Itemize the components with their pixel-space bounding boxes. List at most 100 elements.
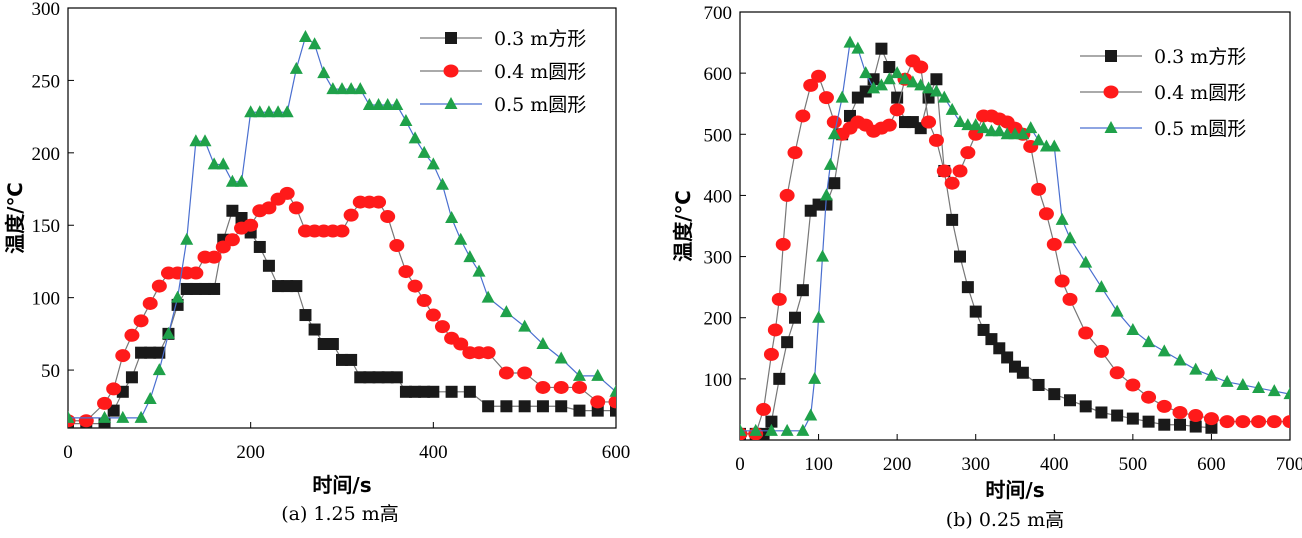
- y-tick-label: 200: [32, 144, 61, 165]
- data-point: [835, 90, 849, 103]
- data-point: [1125, 378, 1141, 392]
- data-point: [353, 82, 367, 95]
- data-point: [812, 310, 826, 323]
- data-point: [823, 157, 837, 170]
- data-point: [1203, 412, 1219, 426]
- data-point: [780, 423, 794, 436]
- data-point: [881, 118, 897, 132]
- data-point: [795, 109, 811, 123]
- data-point: [78, 414, 94, 428]
- y-tick-label: 100: [32, 289, 61, 310]
- data-point: [206, 250, 222, 264]
- data-point: [454, 232, 468, 245]
- data-point: [1024, 121, 1038, 134]
- data-point: [317, 338, 330, 350]
- legend-label: 0.4 m圆形: [494, 61, 586, 83]
- data-point: [874, 78, 888, 91]
- data-point: [1064, 394, 1076, 407]
- data-point: [199, 282, 211, 295]
- data-point: [152, 363, 166, 376]
- legend-item-0: 0.3 m方形: [420, 28, 586, 50]
- data-point: [134, 410, 148, 423]
- x-axis-label: 时间/s: [985, 478, 1044, 502]
- data-point: [417, 145, 431, 158]
- data-point: [445, 385, 458, 398]
- data-point: [226, 204, 239, 217]
- data-point: [1032, 133, 1046, 146]
- data-point: [590, 395, 606, 409]
- data-point: [773, 372, 786, 385]
- data-point: [390, 371, 403, 384]
- data-point: [1001, 351, 1014, 364]
- y-tick-label: 300: [32, 0, 61, 20]
- data-point: [555, 400, 568, 413]
- data-point: [371, 195, 387, 209]
- data-point: [1220, 374, 1234, 387]
- data-point: [571, 380, 587, 394]
- legend-marker: [1105, 50, 1117, 62]
- x-tick-label: 100: [804, 454, 833, 475]
- x-tick-label: 600: [602, 442, 631, 463]
- x-tick-label: 0: [735, 454, 745, 475]
- data-point: [463, 250, 477, 263]
- data-point: [977, 323, 990, 336]
- data-point: [1062, 292, 1078, 306]
- data-point: [171, 290, 185, 303]
- data-point: [961, 281, 974, 294]
- data-point: [572, 368, 586, 381]
- data-point: [775, 237, 791, 251]
- data-point: [280, 105, 294, 118]
- data-point: [408, 131, 422, 144]
- y-tick-label: 400: [704, 186, 733, 207]
- data-point: [363, 371, 376, 384]
- data-point: [308, 37, 322, 50]
- data-point: [977, 121, 991, 134]
- data-point: [290, 280, 303, 293]
- data-point: [771, 292, 787, 306]
- legend-marker: [444, 97, 458, 109]
- data-point: [142, 296, 158, 310]
- data-point: [796, 284, 809, 297]
- data-point: [68, 410, 75, 423]
- series-2: [68, 29, 616, 423]
- data-point: [435, 177, 449, 190]
- data-point: [756, 402, 772, 416]
- data-point: [345, 353, 358, 366]
- data-point: [765, 415, 778, 428]
- data-point: [1016, 127, 1030, 140]
- data-point: [133, 314, 149, 328]
- data-point: [1267, 384, 1281, 397]
- x-tick-label: 600: [1197, 454, 1226, 475]
- x-tick-label: 200: [883, 454, 912, 475]
- data-point: [749, 423, 763, 436]
- data-point: [116, 410, 130, 423]
- data-point: [253, 240, 266, 253]
- data-point: [380, 210, 396, 224]
- data-point: [279, 186, 295, 200]
- data-point: [389, 239, 405, 253]
- series-2: [740, 35, 1290, 436]
- data-point: [372, 371, 385, 384]
- data-point: [281, 280, 294, 293]
- data-point: [453, 337, 469, 351]
- y-tick-label: 300: [704, 248, 733, 269]
- data-point: [1173, 353, 1187, 366]
- data-point: [1205, 421, 1218, 434]
- data-point: [914, 122, 927, 135]
- data-point: [1079, 400, 1092, 413]
- data-point: [781, 336, 794, 349]
- data-point: [1174, 418, 1186, 431]
- data-point: [591, 368, 605, 381]
- y-tick-label: 150: [32, 216, 61, 237]
- data-point: [189, 282, 202, 295]
- data-point: [317, 66, 331, 79]
- data-point: [1126, 412, 1139, 425]
- data-point: [244, 105, 258, 118]
- data-point: [891, 91, 904, 104]
- data-point: [235, 212, 248, 224]
- data-point: [243, 218, 259, 232]
- data-point: [326, 338, 339, 350]
- data-point: [818, 91, 834, 105]
- data-point: [828, 177, 841, 190]
